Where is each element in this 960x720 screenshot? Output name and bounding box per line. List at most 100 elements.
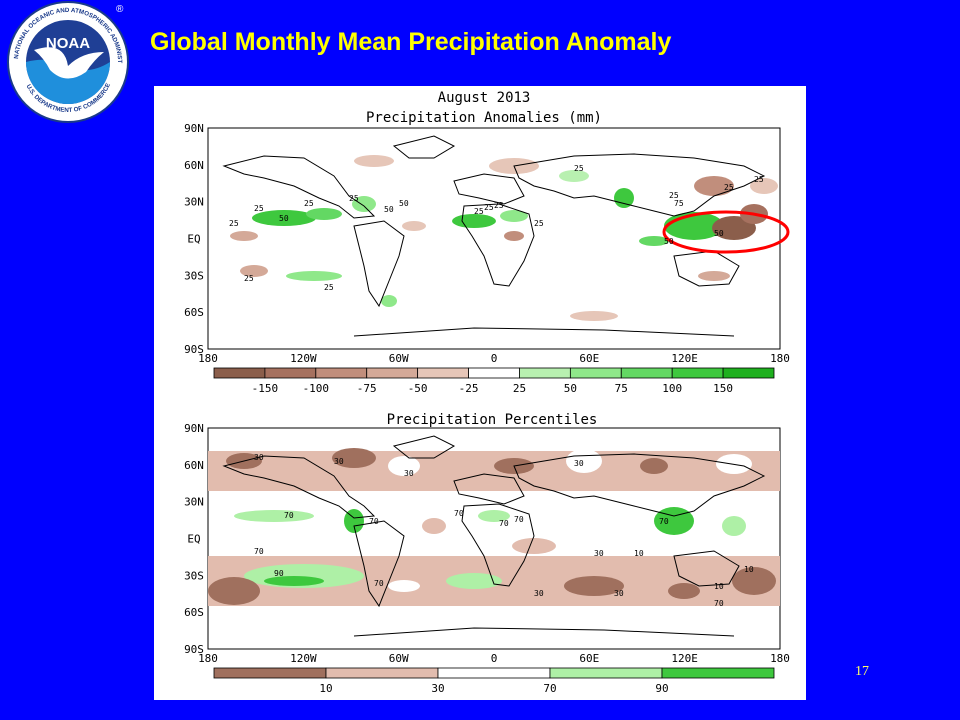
- colorbar-swatch: [661, 667, 775, 679]
- colorbar-swatch: [264, 367, 317, 379]
- lat-label: 30N: [184, 196, 204, 209]
- contour-label: 75: [674, 199, 684, 208]
- slide-title: Global Monthly Mean Precipitation Anomal…: [150, 28, 672, 56]
- colorbar-swatch: [325, 667, 439, 679]
- precipitation-figure: August 2013 Precipitation Anomalies (mm): [154, 86, 806, 700]
- colorbar-swatch: [468, 367, 520, 379]
- noaa-logo: NOAA NATIONAL OCEANIC AND ATMOSPHERIC AD…: [2, 0, 134, 130]
- contour-label: 70: [659, 517, 669, 526]
- lon-label: 60E: [579, 352, 599, 365]
- contour-label: 25: [474, 207, 484, 216]
- colorbar-label: 75: [615, 382, 628, 395]
- lat-label: 30S: [184, 269, 204, 282]
- contour-label: 70: [374, 579, 384, 588]
- colorbar-label: 70: [543, 682, 556, 695]
- top-map-lon-labels: 180 120W 60W 0 60E 120E 180: [198, 352, 790, 365]
- colorbar-swatch: [549, 667, 663, 679]
- bottom-map-coastlines: [222, 435, 766, 637]
- highlight-circle: [662, 210, 790, 254]
- colorbar-swatch: [569, 367, 622, 379]
- colorbar-swatch: [437, 667, 551, 679]
- bottom-map: 30 30 30 70 70 70 70 70 30 70 30 30 10 10 70 90 70 30 10 70: [207, 427, 781, 650]
- lon-label: 180: [198, 352, 218, 365]
- bottom-map-lon-labels: 180 120W 60W 0 60E 120E 180: [198, 652, 790, 665]
- lat-label: 90N: [184, 422, 204, 435]
- contour-label: 10: [634, 549, 644, 558]
- lon-label: 180: [770, 352, 790, 365]
- contour-label: 10: [714, 582, 724, 591]
- lon-label: 0: [491, 352, 498, 365]
- registered-mark: ®: [116, 4, 124, 15]
- contour-label: 50: [714, 229, 724, 238]
- contour-label: 25: [754, 175, 764, 184]
- colorbar-label: 10: [319, 682, 332, 695]
- contour-label: 70: [254, 547, 264, 556]
- contour-label: 50: [384, 205, 394, 214]
- lat-label: 60N: [184, 159, 204, 172]
- colorbar-swatch: [315, 367, 368, 379]
- contour-label: 30: [404, 469, 414, 478]
- lat-label: EQ: [187, 233, 200, 246]
- lon-label: 60E: [579, 652, 599, 665]
- top-map-title: Precipitation Anomalies (mm): [366, 110, 602, 126]
- top-map-title-date: August 2013: [438, 90, 531, 106]
- contour-label: 25: [349, 194, 359, 203]
- lat-label: 90S: [184, 643, 204, 656]
- colorbar-swatch: [722, 367, 775, 379]
- contour-label: 25: [724, 183, 734, 192]
- top-map-coastlines: [222, 135, 766, 337]
- logo-wordmark: NOAA: [46, 35, 90, 52]
- colorbar-label: 25: [513, 382, 526, 395]
- page-number: 17: [855, 664, 869, 679]
- contour-label: 70: [714, 599, 724, 608]
- top-map-anomaly-patches: [230, 155, 778, 321]
- colorbar-label: -75: [357, 382, 377, 395]
- colorbar-swatch: [519, 367, 571, 379]
- colorbar-swatch: [417, 367, 469, 379]
- contour-label: 25: [244, 274, 254, 283]
- contour-label: 50: [399, 199, 409, 208]
- lat-label: 30S: [184, 569, 204, 582]
- contour-label: 25: [229, 219, 239, 228]
- lon-label: 180: [198, 652, 218, 665]
- contour-label: 50: [279, 214, 289, 223]
- bottom-map-title: Precipitation Percentiles: [387, 412, 598, 428]
- contour-label: 70: [514, 515, 524, 524]
- lat-label: 90S: [184, 343, 204, 356]
- colorbar-label: -150: [252, 382, 279, 395]
- contour-label: 25: [669, 191, 679, 200]
- colorbar-swatch: [366, 367, 419, 379]
- lat-label: 60S: [184, 306, 204, 319]
- colorbar-swatch: [213, 367, 266, 379]
- contour-label: 10: [744, 565, 754, 574]
- colorbar-label: 30: [431, 682, 444, 695]
- contour-label: 70: [284, 511, 294, 520]
- top-colorbar: -150 -100 -75 -50 -25 25 50 75 100 150: [213, 367, 775, 395]
- colorbar-label: -50: [408, 382, 428, 395]
- bottom-map-contour-labels: 30 30 30 70 70 70 70 70 30 70 30 30 10 10 70 90 70 30 10 70: [254, 453, 754, 608]
- contour-label: 25: [254, 204, 264, 213]
- bottom-map-lat-labels: 90N 60N 30N EQ 30S 60S 90S: [184, 422, 204, 656]
- contour-label: 50: [664, 237, 674, 246]
- lat-label: 60N: [184, 459, 204, 472]
- colorbar-label: 150: [713, 382, 733, 395]
- contour-label: 90: [274, 569, 284, 578]
- contour-label: 30: [334, 457, 344, 466]
- top-map-lat-labels: 90N 60N 30N EQ 30S 60S 90S: [184, 122, 204, 356]
- lon-label: 120W: [290, 352, 317, 365]
- contour-label: 30: [574, 459, 584, 468]
- colorbar-swatch: [620, 367, 673, 379]
- colorbar-label: 90: [655, 682, 668, 695]
- colorbar-swatch: [671, 367, 724, 379]
- contour-label: 25: [484, 203, 494, 212]
- figure-canvas: August 2013 Precipitation Anomalies (mm): [184, 90, 790, 695]
- lon-label: 60W: [389, 652, 409, 665]
- contour-label: 25: [534, 219, 544, 228]
- contour-label: 25: [304, 199, 314, 208]
- colorbar-label: -100: [303, 382, 330, 395]
- lon-label: 0: [491, 652, 498, 665]
- lat-label: 30N: [184, 496, 204, 509]
- colorbar-swatch: [213, 667, 327, 679]
